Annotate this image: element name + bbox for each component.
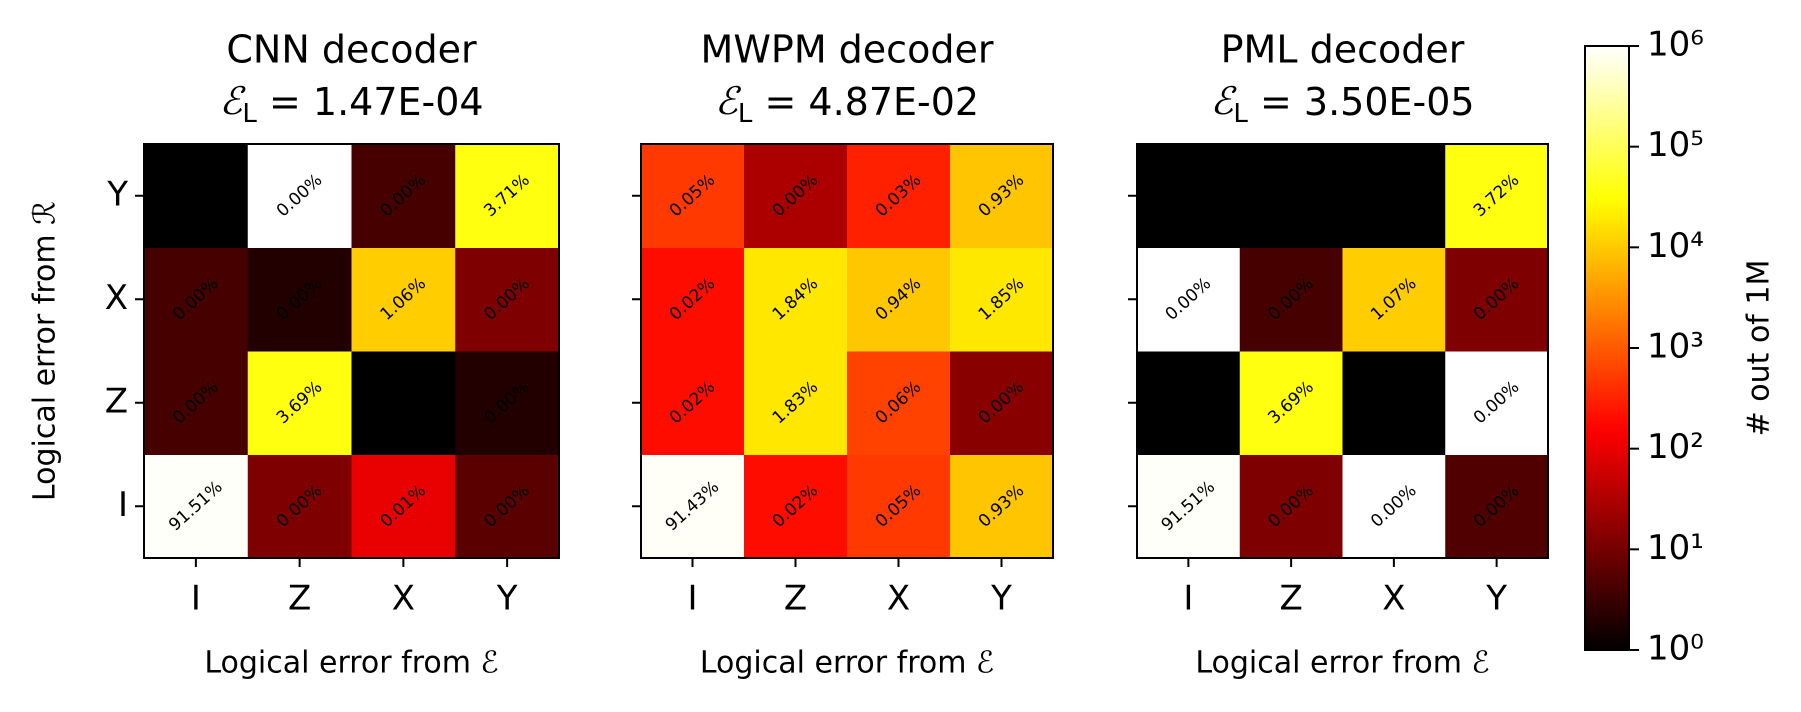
heatmap-cell bbox=[950, 247, 1054, 352]
heatmap-cell bbox=[455, 351, 560, 455]
heatmap-cell bbox=[1137, 351, 1241, 455]
heatmap-cell bbox=[744, 351, 848, 455]
x-tick-label: Y bbox=[496, 579, 518, 619]
subtitle-part: = 3.50E-05 bbox=[1248, 80, 1475, 124]
x-tick-label: I bbox=[1183, 579, 1193, 619]
heatmap-cell bbox=[144, 454, 249, 559]
heatmap-cell bbox=[144, 247, 249, 352]
heatmap-cell bbox=[247, 247, 352, 352]
heatmap-cell bbox=[351, 247, 456, 352]
heatmap-cell bbox=[847, 144, 951, 248]
colorbar-tick-label: 10² bbox=[1647, 427, 1704, 467]
chart-subtitle: ℰL = 4.87E-02 bbox=[715, 79, 979, 129]
heatmap-cell bbox=[455, 144, 560, 248]
x-tick-label: Z bbox=[1279, 579, 1302, 619]
x-tick-label: I bbox=[687, 579, 697, 619]
heatmap-cell bbox=[847, 247, 951, 352]
subtitle-part: ℰ bbox=[1210, 79, 1237, 123]
x-tick-label: Y bbox=[990, 579, 1012, 619]
heatmap-cell bbox=[1445, 144, 1549, 248]
y-tick-label: I bbox=[118, 485, 128, 525]
colorbar-tick-label: 10³ bbox=[1647, 327, 1704, 367]
chart-title: CNN decoder bbox=[226, 28, 477, 72]
x-axis-label: Logical error from ℰ bbox=[204, 646, 498, 681]
chart-title: MWPM decoder bbox=[701, 28, 994, 72]
heatmap-cell bbox=[144, 351, 249, 455]
y-tick-label: Z bbox=[105, 381, 128, 421]
heatmap-cell bbox=[351, 351, 456, 455]
subtitle-part: = 4.87E-02 bbox=[752, 80, 979, 124]
y-axis-label: Logical error from ℛ bbox=[28, 201, 63, 501]
colorbar-label: # out of 1M bbox=[1742, 260, 1777, 437]
heatmap-cell bbox=[847, 454, 951, 559]
subtitle-part: L bbox=[1233, 99, 1248, 129]
x-tick-label: Z bbox=[784, 579, 807, 619]
heatmap-cell bbox=[351, 144, 456, 248]
plot-frame bbox=[1136, 143, 1549, 559]
heatmap-cell bbox=[744, 247, 848, 352]
chart-subtitle: ℰL = 3.50E-05 bbox=[1210, 79, 1474, 129]
heatmap-cell bbox=[1137, 144, 1241, 248]
heatmap-cell bbox=[1137, 247, 1241, 352]
heatmap-cell bbox=[1137, 454, 1241, 559]
subtitle-part: L bbox=[738, 99, 753, 129]
x-axis-label: Logical error from ℰ bbox=[700, 646, 994, 681]
heatmap-cell bbox=[1239, 454, 1343, 559]
heatmap-cell bbox=[641, 454, 745, 559]
chart-subtitle: ℰL = 1.47E-04 bbox=[219, 79, 483, 129]
x-tick-label: Z bbox=[288, 579, 311, 619]
heatmap-cell bbox=[247, 351, 352, 455]
heatmap-cell bbox=[351, 454, 456, 559]
heatmap-cell bbox=[247, 454, 352, 559]
heatmap-cell bbox=[455, 247, 560, 352]
heatmap-cell bbox=[1342, 351, 1446, 455]
x-tick-label: X bbox=[887, 579, 910, 619]
subtitle-part: = 1.47E-04 bbox=[257, 80, 484, 124]
colorbar-tick-label: 10¹ bbox=[1647, 528, 1704, 568]
heatmap-cell bbox=[1445, 247, 1549, 352]
subtitle-part: ℰ bbox=[219, 79, 246, 123]
heatmap-cell bbox=[1445, 351, 1549, 455]
subtitle-part: L bbox=[242, 99, 257, 129]
colorbar bbox=[1584, 45, 1630, 651]
x-tick-label: X bbox=[392, 579, 415, 619]
chart-title: PML decoder bbox=[1221, 28, 1465, 72]
heatmap-cell bbox=[1239, 351, 1343, 455]
x-tick-label: Y bbox=[1485, 579, 1507, 619]
heatmap-cell bbox=[1445, 454, 1549, 559]
colorbar-tick-label: 10⁶ bbox=[1647, 25, 1704, 65]
heatmap-cell bbox=[1342, 454, 1446, 559]
heatmap-cell bbox=[1239, 247, 1343, 352]
heatmap-cell bbox=[744, 454, 848, 559]
heatmap-cell bbox=[641, 351, 745, 455]
colorbar-tick-label: 10⁴ bbox=[1647, 226, 1704, 266]
heatmap-cell bbox=[744, 144, 848, 248]
plot-frame bbox=[143, 143, 560, 559]
heatmap-cell bbox=[144, 144, 249, 248]
x-tick-label: X bbox=[1382, 579, 1405, 619]
heatmap-cell bbox=[847, 351, 951, 455]
x-tick-label: I bbox=[191, 579, 201, 619]
colorbar-tick-label: 10⁰ bbox=[1647, 629, 1704, 669]
y-tick-label: X bbox=[105, 278, 128, 318]
heatmap-cell bbox=[641, 247, 745, 352]
heatmap-cell bbox=[455, 454, 560, 559]
heatmap-cell bbox=[1342, 247, 1446, 352]
colorbar-tick-label: 10⁵ bbox=[1647, 125, 1704, 165]
y-tick-label: Y bbox=[106, 174, 128, 214]
heatmap-cell bbox=[950, 144, 1054, 248]
heatmap-cell bbox=[247, 144, 352, 248]
heatmap-cell bbox=[950, 454, 1054, 559]
plot-frame bbox=[640, 143, 1054, 559]
heatmap-cell bbox=[1342, 144, 1446, 248]
x-axis-label: Logical error from ℰ bbox=[1195, 646, 1489, 681]
heatmap-cell bbox=[950, 351, 1054, 455]
heatmap-cell bbox=[1239, 144, 1343, 248]
heatmap-cell bbox=[641, 144, 745, 248]
subtitle-part: ℰ bbox=[715, 79, 742, 123]
